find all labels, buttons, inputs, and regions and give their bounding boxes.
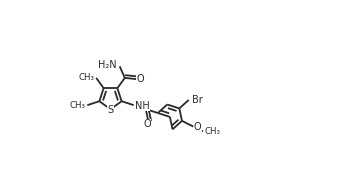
Text: S: S: [107, 105, 114, 115]
Text: O: O: [136, 74, 144, 84]
Text: O: O: [194, 122, 202, 132]
Text: CH₃: CH₃: [70, 101, 86, 110]
Text: O: O: [144, 119, 151, 129]
Text: CH₃: CH₃: [204, 127, 220, 136]
Text: CH₃: CH₃: [78, 73, 94, 82]
Text: H₂N: H₂N: [98, 60, 116, 70]
Text: Br: Br: [192, 95, 202, 105]
Text: NH: NH: [135, 101, 150, 111]
